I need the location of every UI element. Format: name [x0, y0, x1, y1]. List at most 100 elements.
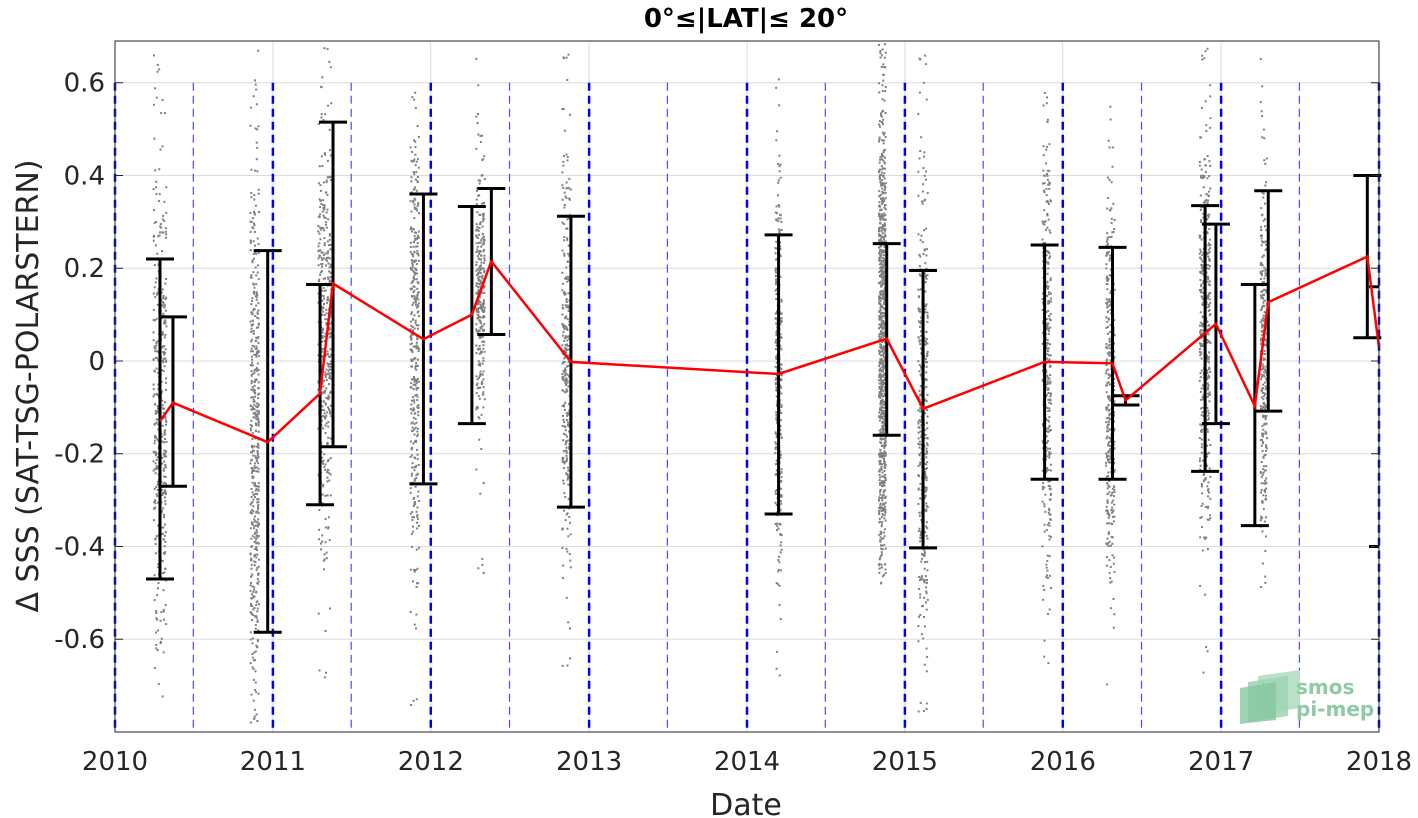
data-point: [565, 298, 568, 301]
data-point: [879, 158, 882, 161]
data-point: [320, 251, 323, 254]
data-point: [324, 389, 327, 392]
data-point: [327, 365, 330, 368]
data-point: [476, 313, 479, 316]
data-point: [162, 589, 165, 592]
data-point: [917, 442, 920, 445]
data-point: [250, 300, 253, 303]
data-point: [1203, 201, 1206, 204]
data-point: [1050, 469, 1053, 472]
data-point: [1201, 254, 1204, 257]
data-point: [883, 394, 886, 397]
data-point: [880, 358, 883, 361]
data-point: [152, 395, 155, 398]
data-point: [879, 367, 882, 370]
data-point: [253, 292, 256, 295]
data-point: [254, 429, 257, 432]
data-point: [882, 481, 885, 484]
data-point: [568, 423, 571, 426]
data-point: [253, 290, 256, 293]
data-point: [162, 618, 165, 621]
data-point: [777, 78, 780, 81]
data-point: [1200, 206, 1203, 209]
data-point: [923, 567, 926, 570]
data-point: [919, 274, 922, 277]
data-point: [412, 388, 415, 391]
data-point: [779, 313, 782, 316]
data-point: [920, 530, 923, 533]
data-point: [164, 277, 167, 280]
data-point: [564, 381, 567, 384]
data-point: [568, 521, 571, 524]
data-point: [1108, 395, 1111, 398]
data-point: [923, 581, 926, 584]
data-point: [775, 358, 778, 361]
data-point: [920, 436, 923, 439]
data-point: [880, 354, 883, 357]
data-point: [480, 281, 483, 284]
data-point: [161, 331, 164, 334]
data-point: [153, 436, 156, 439]
data-point: [481, 557, 484, 560]
data-point: [1108, 531, 1111, 534]
data-point: [878, 509, 881, 512]
data-point: [775, 529, 778, 532]
data-point: [1108, 458, 1111, 461]
data-point: [1206, 253, 1209, 256]
data-point: [563, 154, 566, 157]
data-point: [779, 569, 782, 572]
data-point: [924, 453, 927, 456]
data-point: [1204, 478, 1207, 481]
data-point: [253, 658, 256, 661]
data-point: [155, 467, 158, 470]
data-point: [879, 291, 882, 294]
data-point: [1049, 380, 1052, 383]
data-point: [409, 250, 412, 253]
data-point: [155, 535, 158, 538]
data-point: [923, 663, 926, 666]
data-point: [412, 275, 415, 278]
data-point: [880, 66, 883, 69]
data-point: [1049, 319, 1052, 322]
data-point: [253, 536, 256, 539]
data-point: [329, 348, 332, 351]
data-point: [249, 527, 252, 530]
data-point: [251, 437, 254, 440]
data-point: [566, 390, 569, 393]
data-point: [482, 315, 485, 318]
data-point: [329, 372, 332, 375]
data-point: [163, 345, 166, 348]
data-point: [879, 483, 882, 486]
data-point: [921, 604, 924, 607]
data-point: [156, 70, 159, 73]
data-point: [477, 257, 480, 260]
data-point: [416, 506, 419, 509]
data-point: [1108, 347, 1111, 350]
data-point: [164, 348, 167, 351]
data-point: [1047, 387, 1050, 390]
data-point: [923, 596, 926, 599]
data-point: [565, 419, 568, 422]
data-point: [566, 512, 569, 515]
data-point: [318, 165, 321, 168]
data-point: [878, 258, 881, 261]
data-point: [566, 218, 569, 221]
data-point: [1108, 572, 1111, 575]
data-point: [883, 388, 886, 391]
data-point: [160, 637, 163, 640]
data-point: [1046, 118, 1049, 121]
data-point: [878, 517, 881, 520]
data-point: [883, 505, 886, 508]
data-point: [774, 432, 777, 435]
data-point: [883, 372, 886, 375]
data-point: [416, 358, 419, 361]
data-point: [250, 408, 253, 411]
data-point: [475, 384, 478, 387]
data-point: [1108, 340, 1111, 343]
data-point: [884, 185, 887, 188]
data-point: [774, 365, 777, 368]
data-point: [164, 230, 167, 233]
data-point: [1105, 316, 1108, 319]
data-point: [411, 472, 414, 475]
data-point: [1106, 511, 1109, 514]
